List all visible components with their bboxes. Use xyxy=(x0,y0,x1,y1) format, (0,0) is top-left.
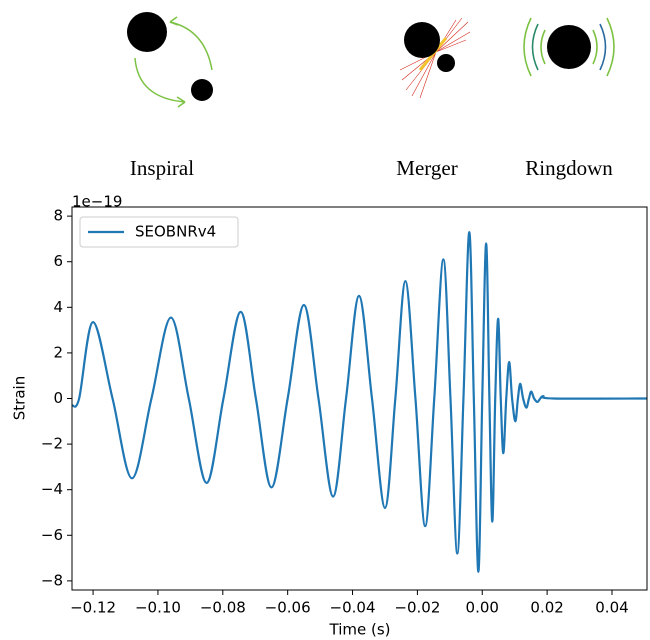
stage-label: Inspiral xyxy=(130,156,194,180)
line-series xyxy=(72,230,647,573)
inspiral-illustration xyxy=(127,12,213,108)
plot-area: −0.12 −0.10 −0.08 −0.06 −0.04 −0.02 0.00 0.02 0.… xyxy=(41,206,648,617)
x-axis-label: Time (s) xyxy=(329,621,391,639)
y-tick-label: −2 xyxy=(41,435,63,453)
y-axis-label: Strain xyxy=(11,376,29,420)
x-tick-label: −0.06 xyxy=(265,599,311,617)
axes-frame xyxy=(71,206,648,591)
x-tick-label: 0.04 xyxy=(595,599,628,617)
x-tick-label: −0.10 xyxy=(135,599,181,617)
x-tick-label: 0.00 xyxy=(466,599,499,617)
y-tick-label: 8 xyxy=(53,207,63,225)
x-tick-label: 0.02 xyxy=(530,599,563,617)
legend-box xyxy=(79,216,239,248)
x-tick-label: −0.12 xyxy=(70,599,116,617)
y-tick-label: 6 xyxy=(53,252,63,270)
series-group xyxy=(72,230,647,573)
x-tick-label: −0.04 xyxy=(330,599,376,617)
x-tick-label: −0.02 xyxy=(394,599,440,617)
ringdown-illustration xyxy=(523,17,615,77)
merger-illustration xyxy=(399,17,471,99)
y-tick-label: −6 xyxy=(41,526,63,544)
y-tick-label: −8 xyxy=(41,571,63,589)
y-tick-label: 2 xyxy=(53,343,63,361)
stage-label: Ringdown xyxy=(525,156,613,180)
offset-label: 1e−19 xyxy=(72,193,122,211)
legend-label: SEOBNRv4 xyxy=(135,223,216,241)
y-tick-label: 0 xyxy=(53,389,63,407)
x-tick-label: −0.08 xyxy=(200,599,246,617)
y-tick-label: 4 xyxy=(53,298,63,316)
y-tick-label: −4 xyxy=(41,480,63,498)
stage-label: Merger xyxy=(396,156,457,180)
